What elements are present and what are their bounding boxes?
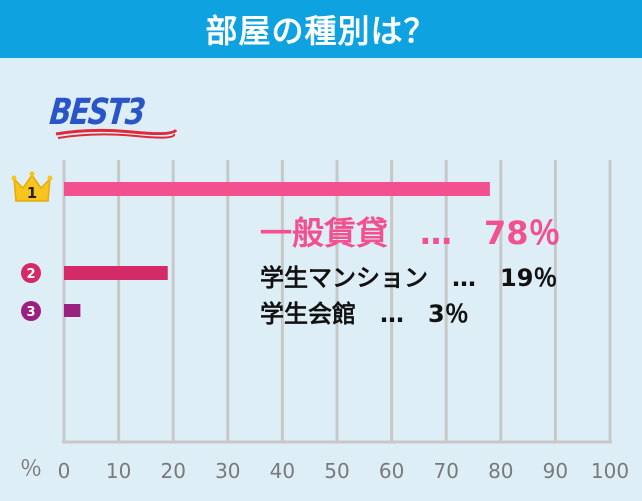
rank-2-label: 2 [26, 267, 35, 282]
rank-3-circle [21, 301, 41, 321]
value-label-3: 学生会館 … 3％ [260, 300, 469, 328]
x-unit-label: ％ [20, 457, 43, 482]
bar-2 [64, 266, 168, 280]
x-tick-label: 50 [324, 459, 349, 483]
bar-1 [64, 182, 490, 196]
x-tick-label: 80 [488, 459, 513, 483]
rank-1-label: 1 [27, 184, 37, 202]
crown-tip-icon [47, 175, 53, 181]
rank-2-circle [21, 263, 41, 283]
value-label-2: 学生マンション … 19％ [260, 264, 558, 292]
x-tick-label: 40 [270, 459, 295, 483]
x-tick-label: 30 [215, 459, 240, 483]
x-tick-label: 10 [106, 459, 131, 483]
x-tick-label: 70 [433, 459, 458, 483]
crown-tip-icon [11, 175, 17, 181]
value-label-1: 一般賃貸 … 78％ [260, 214, 561, 252]
rank-3-label: 3 [26, 305, 35, 320]
bar-3 [64, 304, 81, 317]
crown-icon [13, 173, 51, 202]
crown-tip-icon [29, 171, 35, 177]
page-title: 部屋の種別は？ [205, 12, 437, 50]
x-tick-label: 0 [58, 459, 71, 483]
best3-badge: BEST3 [48, 92, 178, 142]
x-tick-label: 90 [543, 459, 568, 483]
x-tick-label: 20 [160, 459, 185, 483]
badge-underline [55, 128, 178, 139]
header-bar: 部屋の種別は？ [0, 0, 642, 58]
x-tick-label: 60 [379, 459, 404, 483]
x-tick-label: 100 [591, 459, 629, 483]
